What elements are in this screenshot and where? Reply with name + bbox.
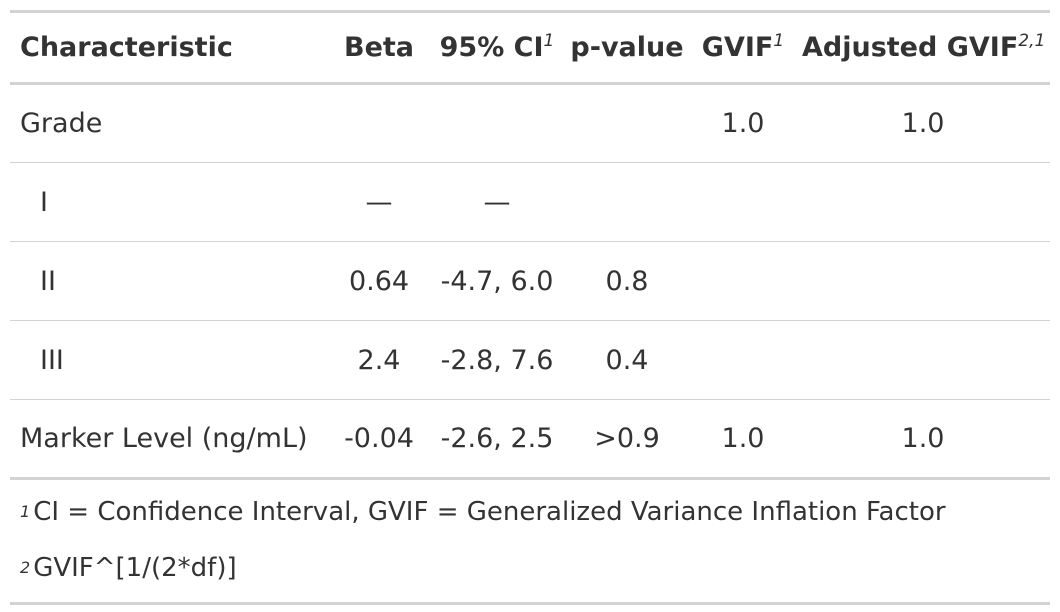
header-characteristic: Characteristic <box>20 32 233 63</box>
cell-pvalue <box>564 163 690 242</box>
row-label: II <box>40 265 56 297</box>
cell-adjusted-gvif <box>796 321 1050 400</box>
footnote: 2 GVIF^[1/(2*df)] <box>20 553 237 583</box>
row-label: III <box>40 344 64 376</box>
table-body: Grade 1.0 1.0 I — — II 0.64 -4.7, 6.0 0.… <box>10 84 1050 479</box>
cell-pvalue: 0.4 <box>605 344 649 376</box>
cell-gvif <box>690 321 796 400</box>
cell-adjusted-gvif: 1.0 <box>901 108 945 139</box>
cell-adjusted-gvif <box>796 242 1050 321</box>
footnote-text: GVIF^[1/(2*df)] <box>33 553 237 583</box>
cell-ci: -2.6, 2.5 <box>440 423 554 454</box>
table-row: Marker Level (ng/mL) -0.04 -2.6, 2.5 >0.… <box>10 400 1050 479</box>
row-label: Grade <box>20 108 103 139</box>
cell-ci <box>430 84 564 163</box>
cell-beta: 2.4 <box>357 344 401 376</box>
cell-pvalue: 0.8 <box>605 265 649 297</box>
cell-ci: -4.7, 6.0 <box>440 265 554 297</box>
table-row: I — — <box>10 163 1050 242</box>
footnote: 1 CI = Confidence Interval, GVIF = Gener… <box>20 497 946 527</box>
regression-table-container: Characteristic Beta 95% CI1 p-value GVIF… <box>10 10 1050 605</box>
footnote-mark: 1 <box>773 31 785 51</box>
cell-gvif <box>690 163 796 242</box>
header-gvif: GVIF1 <box>701 31 785 63</box>
cell-beta: -0.04 <box>344 423 414 454</box>
header-adjusted-gvif: Adjusted GVIF2,1 <box>802 31 1046 63</box>
table-footnotes: 1 CI = Confidence Interval, GVIF = Gener… <box>10 480 1050 605</box>
cell-pvalue <box>564 84 690 163</box>
cell-gvif: 1.0 <box>721 423 765 454</box>
cell-gvif: 1.0 <box>721 108 765 139</box>
cell-gvif <box>690 242 796 321</box>
header-row: Characteristic Beta 95% CI1 p-value GVIF… <box>10 12 1050 84</box>
cell-adjusted-gvif <box>796 163 1050 242</box>
regression-table: Characteristic Beta 95% CI1 p-value GVIF… <box>10 10 1050 480</box>
cell-ci: -2.8, 7.6 <box>440 344 554 376</box>
row-label: Marker Level (ng/mL) <box>20 423 308 454</box>
header-beta: Beta <box>343 32 415 63</box>
cell-ci: — <box>483 186 511 218</box>
cell-adjusted-gvif: 1.0 <box>901 423 945 454</box>
header-pvalue: p-value <box>570 32 684 63</box>
table-row: III 2.4 -2.8, 7.6 0.4 <box>10 321 1050 400</box>
footnote-mark: 1 <box>543 31 555 51</box>
table-header: Characteristic Beta 95% CI1 p-value GVIF… <box>10 11 1050 84</box>
cell-pvalue: >0.9 <box>594 423 660 454</box>
header-ci: 95% CI1 <box>439 31 555 63</box>
cell-beta <box>328 84 430 163</box>
footnote-text: CI = Confidence Interval, GVIF = General… <box>33 497 946 527</box>
row-label: I <box>40 186 48 218</box>
table-row: Grade 1.0 1.0 <box>10 84 1050 163</box>
table-row: II 0.64 -4.7, 6.0 0.8 <box>10 242 1050 321</box>
footnote-mark: 2,1 <box>1018 31 1046 51</box>
cell-beta: — <box>365 186 393 218</box>
cell-beta: 0.64 <box>348 265 410 297</box>
